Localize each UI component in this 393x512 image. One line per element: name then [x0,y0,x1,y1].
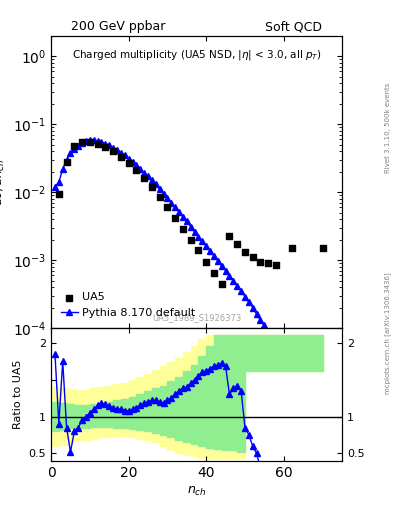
UA5 [219,280,225,288]
UA5 [87,138,93,146]
UA5 [149,183,155,191]
UA5 [63,158,70,166]
Legend: UA5, Pythia 8.170 default: UA5, Pythia 8.170 default [57,288,200,323]
UA5 [273,261,279,269]
Line: Pythia 8.170 default: Pythia 8.170 default [52,138,310,399]
Pythia 8.170 default [165,195,170,201]
Text: 200 GeV ppbar: 200 GeV ppbar [71,20,165,33]
UA5 [118,153,124,161]
UA5 [320,244,326,252]
UA5 [211,269,217,277]
UA5 [234,240,241,248]
UA5 [110,147,116,155]
UA5 [164,203,171,211]
UA5 [257,258,264,266]
Pythia 8.170 default [119,150,123,156]
Pythia 8.170 default [72,146,77,152]
Y-axis label: $d\sigma/dn_{ch}$: $d\sigma/dn_{ch}$ [0,158,7,206]
Pythia 8.170 default [289,366,294,372]
Pythia 8.170 default [53,184,57,190]
UA5 [187,236,194,244]
UA5 [195,246,202,254]
Pythia 8.170 default [134,162,139,168]
Text: UA5_1989_S1926373: UA5_1989_S1926373 [152,313,241,322]
UA5 [226,231,233,240]
UA5 [133,166,140,175]
UA5 [265,259,272,267]
Pythia 8.170 default [254,311,259,317]
UA5 [56,189,62,198]
Text: Rivet 3.1.10, 500k events: Rivet 3.1.10, 500k events [385,83,391,173]
UA5 [94,139,101,147]
UA5 [203,258,209,266]
UA5 [125,159,132,167]
UA5 [156,193,163,201]
Pythia 8.170 default [305,393,309,399]
UA5 [71,142,77,150]
Text: Soft QCD: Soft QCD [265,20,322,33]
Text: mcplots.cern.ch [arXiv:1306.3436]: mcplots.cern.ch [arXiv:1306.3436] [384,272,391,394]
Y-axis label: Ratio to UA5: Ratio to UA5 [13,359,23,429]
UA5 [172,214,178,222]
UA5 [79,138,85,146]
X-axis label: $n_{ch}$: $n_{ch}$ [187,485,206,498]
UA5 [180,225,186,233]
UA5 [250,253,256,261]
UA5 [242,248,248,257]
UA5 [141,174,147,182]
Text: Charged multiplicity (UA5 NSD, $|\eta|$ < 3.0, all $p_T$): Charged multiplicity (UA5 NSD, $|\eta|$ … [72,48,321,61]
Pythia 8.170 default [88,137,92,143]
UA5 [288,244,295,252]
UA5 [102,143,108,151]
